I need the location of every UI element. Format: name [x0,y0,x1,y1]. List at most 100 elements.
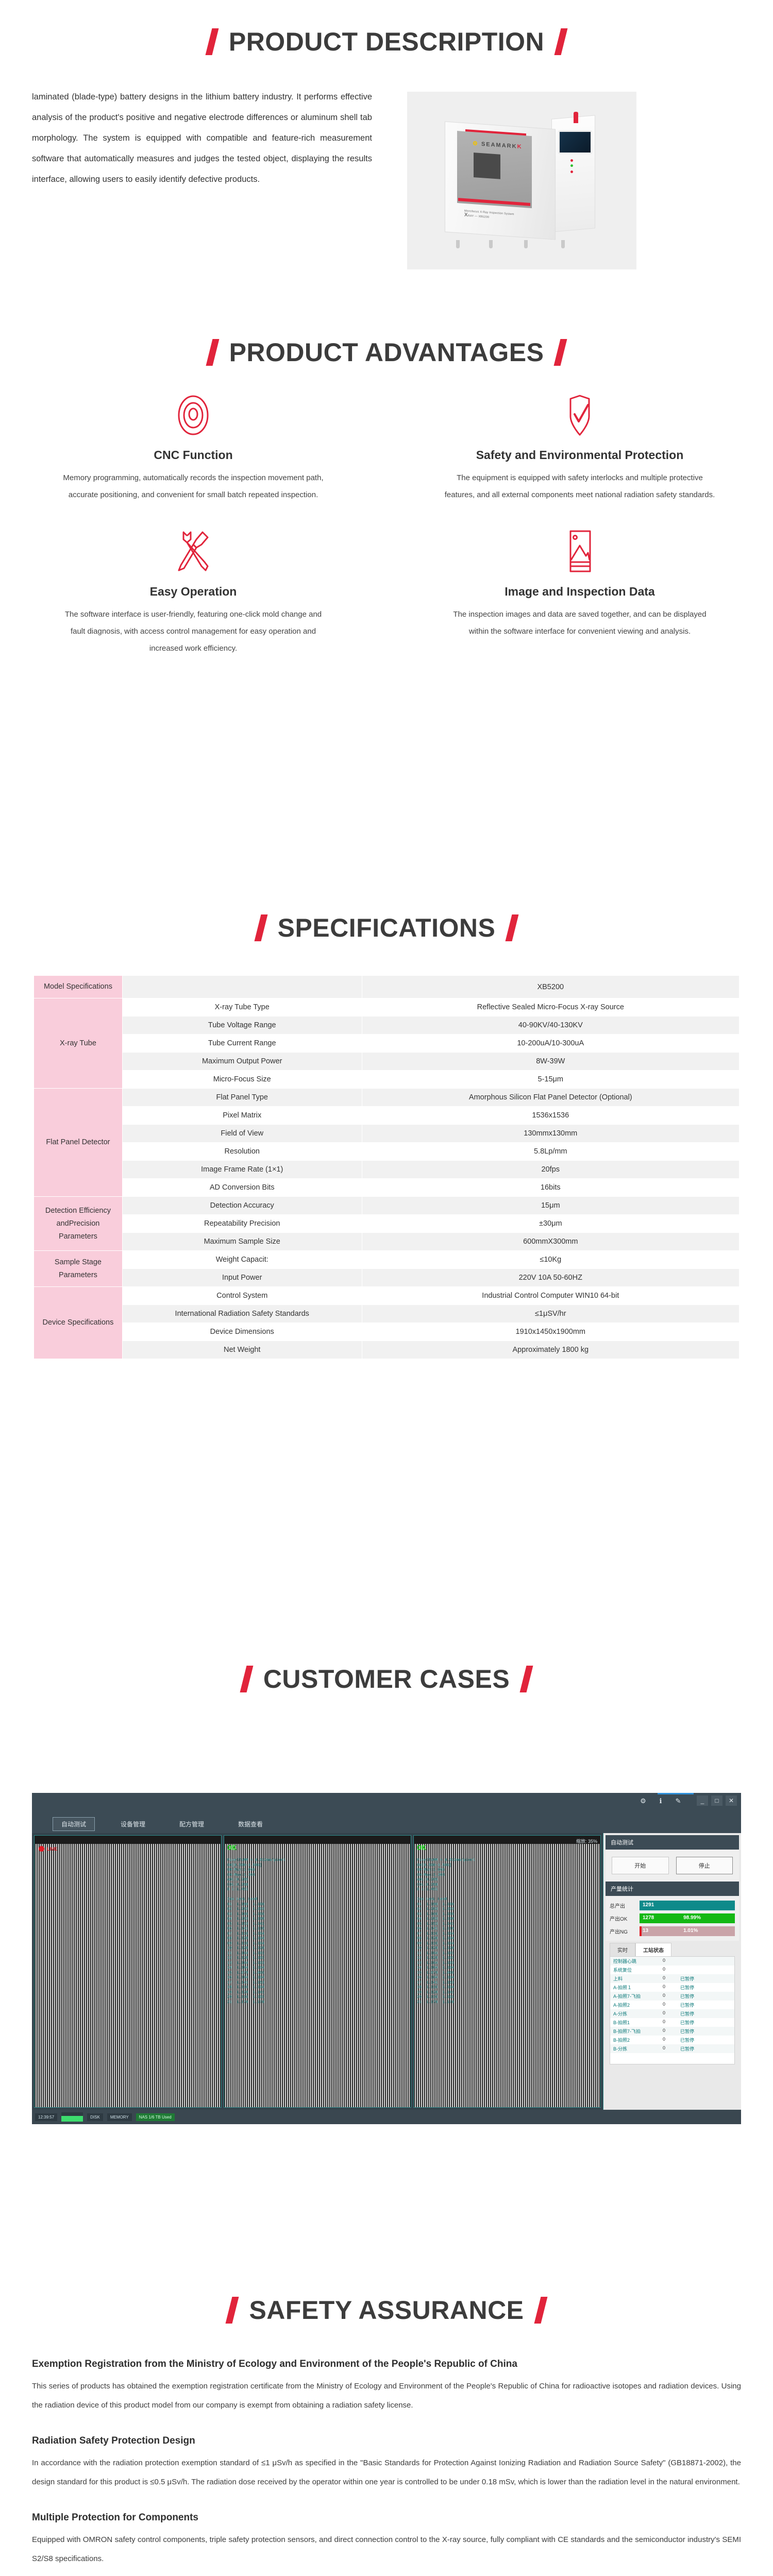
spec-row: X-ray Tube X-ray Tube Type Reflective Seal… [33,998,740,1089]
spec-category-cell: X-ray Tube [33,998,123,1089]
stat-row-ng: 产出NG 13 1.01% [606,1925,739,1938]
station-name: A-拍照１ [613,1985,632,1990]
spec-row: Tube Voltage Range 40-90KV/40-130KV [34,1016,740,1035]
spec-value-cell: XB5200 [361,975,740,998]
tab-recipe-management[interactable]: 配方管理 [179,1820,205,1828]
spec-name-cell: Maximum Sample Size [122,1232,362,1251]
auto-test-controls: 开始 停止 [606,1850,739,1882]
target-icon [170,392,217,439]
live-label: LIVE [47,1846,58,1852]
advantage-text: The equipment is equipped with safety in… [444,473,715,499]
spec-row: Resolution 5.8Lp/mm [34,1142,740,1161]
spec-row: Image Frame Rate (1×1) 20fps [34,1160,740,1179]
spec-value-cell: 1910x1450x1900mm [361,1323,740,1341]
stat-bar: 1291 [640,1901,735,1910]
subtab-realtime[interactable]: 实时 [610,1943,635,1956]
spec-name-cell: Image Frame Rate (1×1) [122,1160,362,1179]
xray-dark-band [414,1836,600,1844]
xray-pane-result-b[interactable]: OK PixelToMM = 0.012mm/pixel OH[0.500~1.… [413,1835,601,2108]
station-name: B-拍照2 [613,2038,630,2043]
spec-name-cell: International Radiation Safety Standards [122,1304,362,1323]
advantage-card-cnc-function: CNC Function Memory programming, automat… [0,392,386,503]
stat-percent: 98.99% [683,1915,701,1921]
advantage-title: CNC Function [154,448,233,462]
section-title: SAFETY ASSURANCE [249,2296,524,2325]
spec-value-cell: 16bits [361,1178,740,1197]
led-red-bottom [570,171,573,173]
xray-image [224,1844,411,2107]
spec-value-cell: 1536x1536 [361,1106,740,1125]
station-name: B-拍照1 [613,2020,630,2025]
advantages-grid: CNC Function Memory programming, automat… [0,392,773,657]
specifications-heading: SPECIFICATIONS [0,913,773,943]
stat-percent: 1.01% [683,1928,698,1934]
spec-name-cell: Net Weight [122,1341,362,1359]
station-state: 已暂停 [680,2003,695,2008]
station-status-row: A-拍照2 0 已暂停 [610,2001,734,2009]
spec-category-cell: Sample Stage Parameters [33,1250,123,1287]
maximize-button[interactable]: □ [711,1795,722,1806]
spec-name-cell: Field of View [122,1124,362,1143]
tab-data-view[interactable]: 数据查看 [238,1820,263,1828]
spec-value-cell: ≤1μSV/hr [361,1304,740,1323]
spec-row: International Radiation Safety Standards… [34,1304,740,1323]
spec-value-cell: 15μm [361,1196,740,1215]
subtab-station-status[interactable]: 工站状态 [635,1943,671,1956]
spec-name-cell: Micro-Focus Size [122,1070,362,1089]
section-title: PRODUCT DESCRIPTION [228,27,545,56]
spec-name-cell [122,975,362,998]
red-slash-right-icon [519,1666,533,1692]
stat-count: 1291 [643,1902,654,1908]
stat-bar-fill [640,1901,735,1910]
machine-caster-2 [489,240,493,248]
machine-caster-4 [561,240,565,248]
software-title-bar: ⚙ ℹ ✎ _ □ ✕ [32,1793,741,1815]
station-status-list[interactable]: 控制器心跳 0 系统复位 0 上料 0 已暂停 A-拍照１ 0 已暂停 A-拍照7-飞拍 0 已暂停 A-… [610,1956,735,2064]
tab-auto-test[interactable]: 自动测试 [53,1817,95,1831]
spec-value-cell: Amorphous Silicon Flat Panel Detector (O… [361,1088,740,1107]
customer-cases-heading: CUSTOMER CASES [0,1664,773,1694]
stop-button[interactable]: 停止 [676,1857,733,1874]
safety-block-text: Equipped with OMRON safety control compo… [32,2535,741,2563]
spec-value-cell: 220V 10A 50-60HZ [361,1268,740,1287]
close-button[interactable]: ✕ [726,1795,737,1806]
titlebar-accent [658,1793,694,1794]
info-icon[interactable]: ℹ [659,1797,662,1805]
stat-bar-fill [640,1913,735,1923]
safety-block-multiple-protection: Multiple Protection for Components Equip… [32,2509,741,2568]
spec-value-cell: 5-15μm [361,1070,740,1089]
spec-value-cell: ≤10Kg [361,1250,740,1269]
stat-label: 产出NG [610,1929,628,1935]
advantage-text: The inspection images and data are saved… [453,610,707,636]
spec-value-cell: 40-90KV/40-130KV [361,1016,740,1035]
spec-name-cell: Flat Panel Type [122,1088,362,1107]
section-title: CUSTOMER CASES [263,1665,510,1693]
xray-pane-result-a[interactable]: OK PixelToMM = 0.012mm/pixel OH[0.500~1.… [224,1835,411,2108]
spec-name-cell: X-ray Tube Type [122,998,362,1016]
start-button[interactable]: 开始 [612,1857,669,1874]
spec-value-cell: Approximately 1800 kg [361,1341,740,1359]
xray-pane-live[interactable]: LIVE [34,1835,222,2108]
specifications-table-body: Model Specifications XB5200 X-ray Tube X-ra… [33,975,740,1359]
station-value: 0 [663,1984,666,1989]
spec-name-cell: Tube Voltage Range [122,1016,362,1035]
spec-name-cell: AD Conversion Bits [122,1178,362,1197]
live-dot-icon [39,1846,44,1852]
red-slash-left-icon [240,1666,254,1692]
xray-image-panes: LIVE OK PixelToMM = 0.012mm/pixel OH[0.5… [32,1833,603,2110]
software-side-panel: 自动测试 开始 停止 产量统计 总产出 1291 产出OK [603,1833,741,2110]
minimize-button[interactable]: _ [697,1795,708,1806]
spec-name-cell: Repeatability Precision [122,1214,362,1233]
result-ok-label: OK [227,1844,237,1853]
gear-icon[interactable]: ⚙ [640,1797,646,1805]
taskbar-nas: NAS 1/6 TB Used [136,2113,175,2121]
spec-row: Tube Current Range 10-200uA/10-300uA [34,1034,740,1053]
tab-device-management[interactable]: 设备管理 [121,1820,146,1828]
safety-block-heading: Multiple Protection for Components [32,2512,198,2523]
shield-check-icon [556,392,603,439]
station-state: 已暂停 [680,1985,695,1990]
machine-beacon-light [574,112,578,123]
wrench-screwdriver-icon [170,528,217,575]
pen-icon[interactable]: ✎ [675,1797,681,1805]
spec-value-cell: Reflective Sealed Micro-Focus X-ray Sour… [361,998,740,1016]
